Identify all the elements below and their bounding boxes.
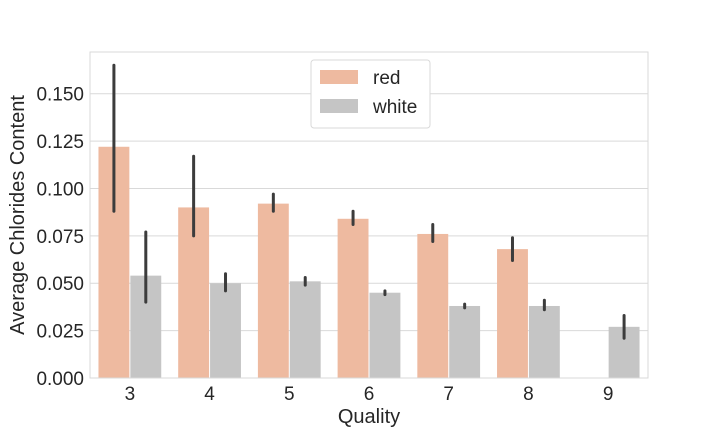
x-axis-label: Quality xyxy=(338,406,400,428)
bar-white-8 xyxy=(528,305,560,378)
x-tick-label: 4 xyxy=(204,384,215,405)
bar-white-7 xyxy=(449,305,481,378)
y-axis-label: Average Chlorides Content xyxy=(7,95,29,335)
y-tick-label: 0.100 xyxy=(36,179,84,200)
x-tick-label: 8 xyxy=(523,384,534,405)
error-bars xyxy=(112,63,626,340)
x-tick-label: 7 xyxy=(443,384,454,405)
x-tick-labels: 3 4 5 6 7 8 9 xyxy=(125,384,614,405)
legend: red white xyxy=(310,59,431,129)
grid-lines xyxy=(90,93,648,379)
bar-white-5 xyxy=(289,281,321,378)
bars xyxy=(98,146,640,378)
y-tick-label: 0.075 xyxy=(36,227,84,248)
legend-swatch-white xyxy=(320,99,358,113)
y-tick-labels: 0.000 0.025 0.050 0.075 0.100 0.125 0.150 xyxy=(36,85,84,390)
plot-frame xyxy=(89,51,649,379)
bar-red-7 xyxy=(417,233,449,378)
bar-red-6 xyxy=(337,218,369,378)
bar-red-5 xyxy=(257,203,289,378)
x-tick-label: 3 xyxy=(125,384,136,405)
x-tick-label: 5 xyxy=(284,384,295,405)
bar-white-6 xyxy=(369,292,401,378)
y-tick-label: 0.125 xyxy=(36,132,84,153)
y-tick-label: 0.150 xyxy=(36,85,84,106)
bar-red-8 xyxy=(497,249,528,378)
y-tick-label: 0.025 xyxy=(36,322,84,343)
legend-swatch-red xyxy=(320,70,358,84)
y-tick-label: 0.000 xyxy=(36,369,84,390)
bar-white-4 xyxy=(210,283,241,378)
legend-label-red: red xyxy=(373,68,400,89)
y-tick-label: 0.050 xyxy=(36,274,84,295)
x-tick-label: 6 xyxy=(364,384,375,405)
legend-label-white: white xyxy=(372,97,417,118)
x-tick-label: 9 xyxy=(603,384,614,405)
